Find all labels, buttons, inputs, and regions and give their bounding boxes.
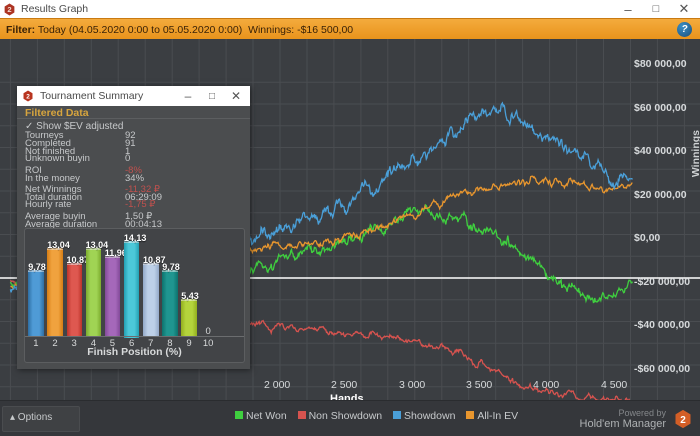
svg-text:2: 2 <box>7 5 11 14</box>
svg-text:2: 2 <box>26 93 30 100</box>
svg-text:2: 2 <box>680 415 686 426</box>
